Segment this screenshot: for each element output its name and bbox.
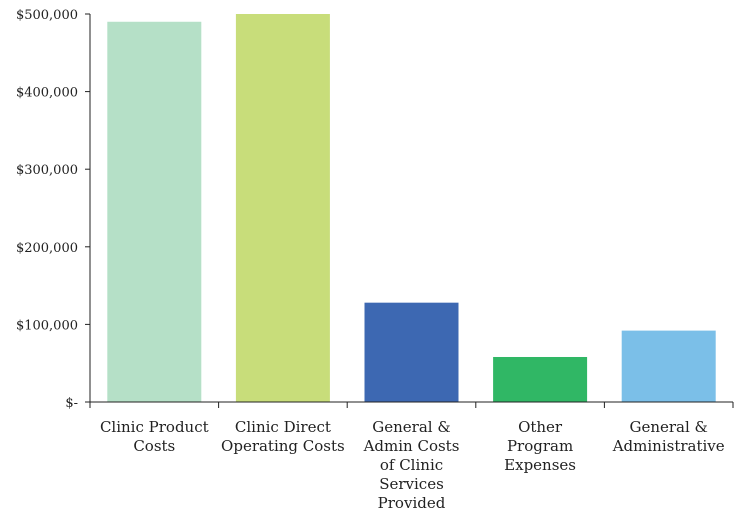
y-tick-label: $500,000 <box>16 8 78 23</box>
x-tick-label: General & Admin Costs of Clinic Services… <box>363 418 460 512</box>
bar <box>364 302 459 402</box>
bar <box>621 330 716 402</box>
x-axis <box>89 401 734 408</box>
x-tick-label: General & Administrative <box>612 418 725 455</box>
bar <box>107 21 202 402</box>
y-axis: $- $100,000 $200,000 $300,000 $400,000 $500,0… <box>16 8 91 411</box>
bar <box>235 14 330 402</box>
y-tick-label: $- <box>65 396 78 411</box>
x-tick-label: Clinic Product Costs <box>99 418 209 455</box>
y-tick-label: $100,000 <box>16 318 78 333</box>
x-tick-label: Other Program Expenses <box>504 418 576 474</box>
bar-series <box>107 14 716 402</box>
y-tick-label: $400,000 <box>16 86 78 101</box>
y-tick-label: $300,000 <box>16 163 78 178</box>
y-tick-label: $200,000 <box>16 241 78 256</box>
x-tick-label: Clinic Direct Operating Costs <box>221 418 345 455</box>
bar <box>493 356 588 402</box>
